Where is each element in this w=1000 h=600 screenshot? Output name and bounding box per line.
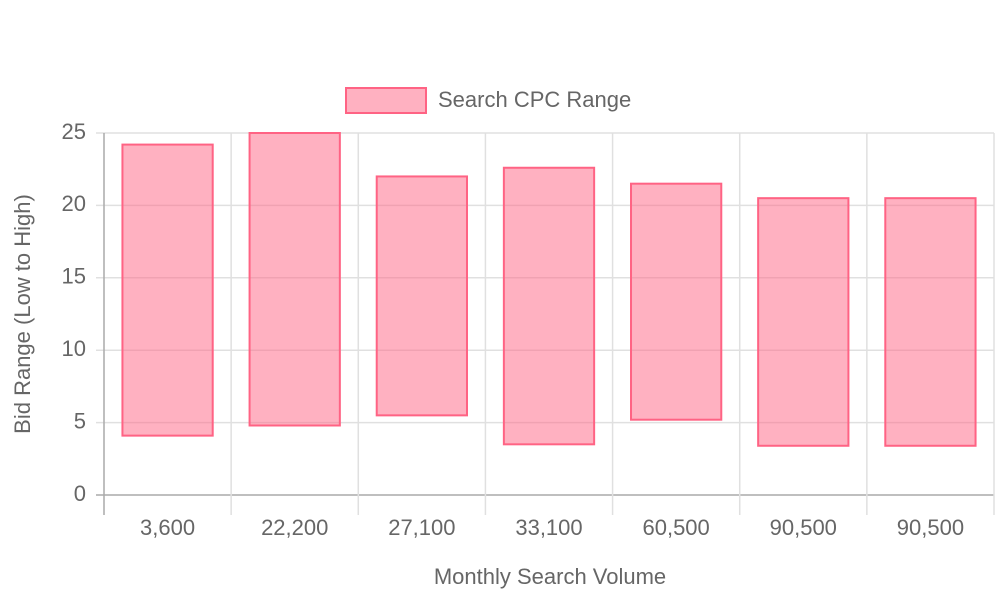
y-tick-label: 5 xyxy=(74,408,86,433)
y-tick-label: 15 xyxy=(62,264,86,289)
x-tick-label: 22,200 xyxy=(261,515,328,540)
bar xyxy=(757,197,850,447)
bar xyxy=(248,132,341,427)
bar xyxy=(375,175,468,417)
y-tick-label: 0 xyxy=(74,481,86,506)
legend-label: Search CPC Range xyxy=(438,87,631,112)
y-axis-title: Bid Range (Low to High) xyxy=(10,194,35,434)
bar xyxy=(884,197,977,447)
x-tick-label: 3,600 xyxy=(140,515,195,540)
x-tick-label: 60,500 xyxy=(642,515,709,540)
x-tick-label: 90,500 xyxy=(770,515,837,540)
x-tick-label: 27,100 xyxy=(388,515,455,540)
bar xyxy=(502,166,596,446)
bar xyxy=(121,143,214,437)
y-tick-label: 25 xyxy=(62,119,86,144)
x-axis-title: Monthly Search Volume xyxy=(434,564,666,589)
x-tick-label: 90,500 xyxy=(897,515,964,540)
y-tick-label: 10 xyxy=(62,336,86,361)
y-tick-label: 20 xyxy=(62,191,86,216)
legend-swatch xyxy=(345,87,427,114)
x-tick-label: 33,100 xyxy=(515,515,582,540)
bar xyxy=(630,182,723,421)
